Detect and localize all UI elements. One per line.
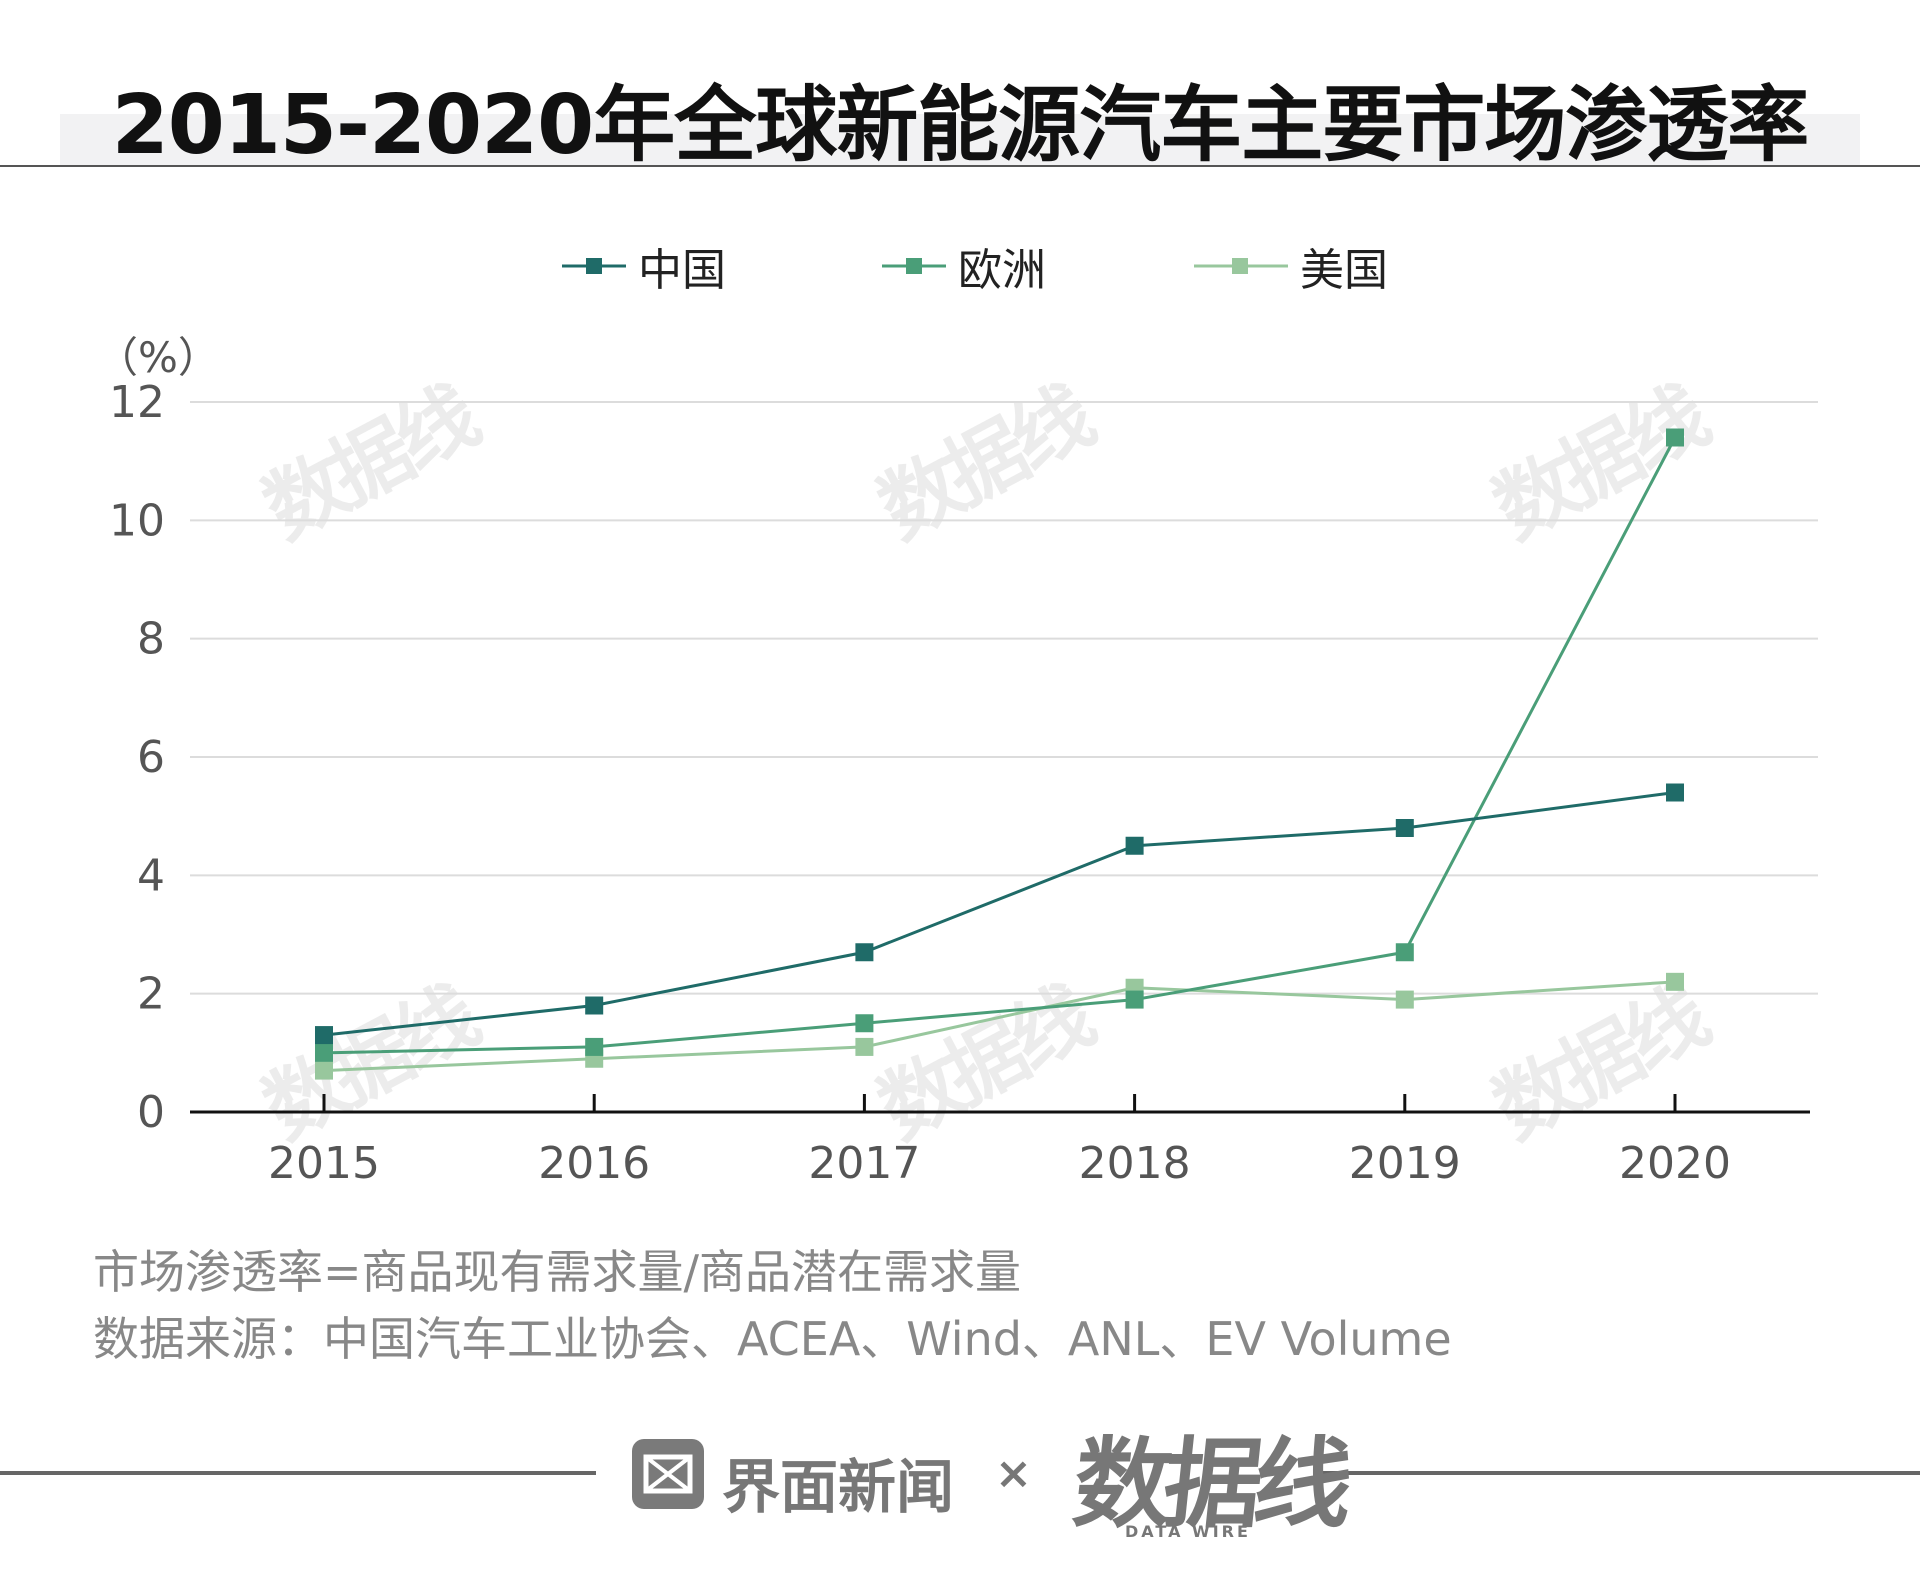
brand-jiemian: 界面新闻 <box>722 1453 955 1521</box>
data-point <box>1666 972 1684 991</box>
data-point <box>855 1014 874 1033</box>
footer-divider-right <box>1323 1471 1920 1475</box>
legend: 中国 欧洲 美国 <box>0 238 1920 296</box>
data-point <box>585 996 604 1015</box>
data-point <box>1395 819 1414 837</box>
legend-item-europe: 欧洲 <box>882 238 1046 296</box>
y-tick-label: 2 <box>137 969 165 1020</box>
series-line-美国 <box>323 980 1676 1073</box>
data-point <box>1666 428 1684 447</box>
x-tick-label: 2020 <box>1619 1138 1731 1189</box>
legend-item-china: 中国 <box>562 238 726 296</box>
y-axis-unit: （%） <box>96 333 220 382</box>
data-point <box>1125 836 1144 855</box>
title-divider <box>0 165 1920 167</box>
x-tick-label: 2016 <box>538 1138 650 1189</box>
jiemian-logo-icon <box>632 1439 704 1509</box>
y-tick-label: 12 <box>109 377 165 428</box>
y-tick-label: 8 <box>137 614 165 665</box>
legend-item-usa: 美国 <box>1194 238 1388 296</box>
y-tick-label: 10 <box>109 495 165 546</box>
source-note: 数据来源：中国汽车工业协会、ACEA、Wind、ANL、EV Volume <box>93 1312 1452 1366</box>
legend-marker-usa <box>1194 258 1288 274</box>
chart-title: 2015-2020年全球新能源汽车主要市场渗透率 <box>111 78 1809 173</box>
data-point <box>855 1037 874 1056</box>
legend-marker-europe <box>882 258 946 274</box>
data-point <box>1395 990 1414 1009</box>
data-point <box>315 1043 333 1062</box>
legend-marker-china <box>562 258 626 274</box>
x-tick-label: 2019 <box>1349 1138 1461 1189</box>
data-point <box>315 1061 333 1080</box>
footer-divider-left <box>0 1471 596 1475</box>
definition-note: 市场渗透率=商品现有需求量/商品潜在需求量 <box>93 1245 1022 1299</box>
data-point <box>1666 783 1684 802</box>
legend-label-china: 中国 <box>638 245 726 296</box>
title-band <box>60 114 1860 165</box>
series-line-欧洲 <box>323 436 1677 1055</box>
y-tick-label: 6 <box>137 732 165 783</box>
y-tick-label: 0 <box>137 1087 165 1138</box>
data-point <box>1395 943 1414 962</box>
legend-label-usa: 美国 <box>1300 245 1388 296</box>
x-tick-label: 2018 <box>1079 1138 1191 1189</box>
y-tick-label: 4 <box>137 850 165 901</box>
x-tick-label: 2017 <box>808 1138 920 1189</box>
x-tick-label: 2015 <box>268 1138 380 1189</box>
brand-separator: × <box>995 1448 1032 1499</box>
data-point <box>1125 990 1144 1009</box>
data-point <box>855 943 874 962</box>
brand-datawire-sub: DATA WIRE <box>1125 1522 1251 1541</box>
legend-label-europe: 欧洲 <box>958 245 1046 296</box>
data-point <box>315 1026 333 1045</box>
data-point <box>585 1037 604 1056</box>
series-line-中国 <box>323 791 1676 1037</box>
